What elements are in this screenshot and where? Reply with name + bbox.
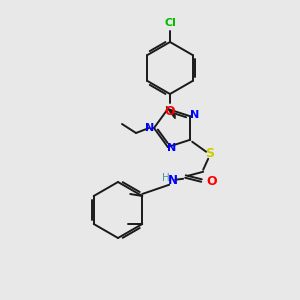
Text: N: N: [146, 123, 154, 133]
Text: O: O: [206, 175, 217, 188]
Text: N: N: [167, 143, 176, 153]
Text: N: N: [168, 174, 178, 187]
Text: S: S: [205, 147, 214, 160]
Text: O: O: [165, 105, 175, 118]
Text: H: H: [162, 173, 170, 183]
Text: N: N: [190, 110, 199, 120]
Text: Cl: Cl: [164, 18, 176, 28]
